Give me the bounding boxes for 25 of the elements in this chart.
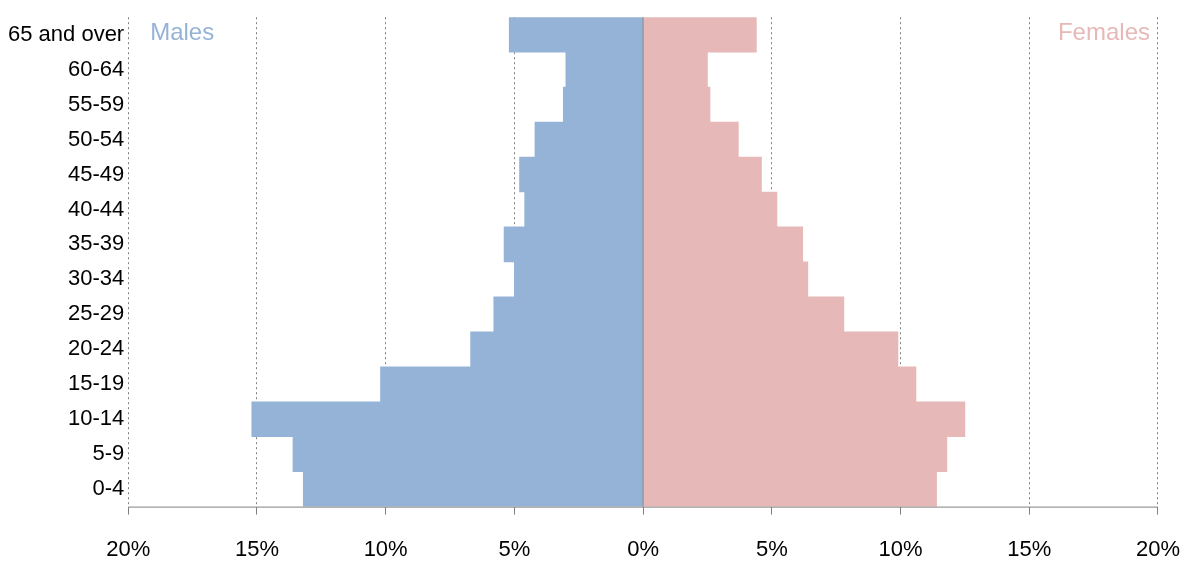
y-tick-label: 35-39 [67,230,125,256]
y-tick-label: 15-19 [67,370,125,396]
y-tick-label: 40-44 [67,195,125,221]
x-tick-label: 0% [627,535,659,561]
x-tick-label: 10% [363,535,408,561]
text: Females [1057,17,1150,45]
y-tick-label: 10-14 [67,405,125,431]
y-tick-label: 30-34 [67,265,125,291]
y-tick-label: 45-49 [67,160,125,186]
y-tick-label: 0-4 [92,475,125,501]
x-tick-label: 5% [498,535,531,561]
text: Males [150,17,215,45]
y-tick-label: 60-64 [67,55,125,81]
x-tick-label: 15% [1007,535,1052,561]
x-tick-label: 15% [234,535,279,561]
y-tick-label: 25-29 [67,300,125,326]
x-tick-label: 10% [878,535,923,561]
y-tick-label: 55-59 [67,90,125,116]
x-tick-label: 20% [106,535,151,561]
x-tick-label: 5% [755,535,788,561]
y-tick-label: 65 and over [8,20,125,46]
y-tick-label: 5-9 [92,440,125,466]
y-tick-label: 50-54 [67,125,125,151]
y-tick-label: 20-24 [67,335,125,361]
x-tick-label: 20% [1135,535,1181,561]
